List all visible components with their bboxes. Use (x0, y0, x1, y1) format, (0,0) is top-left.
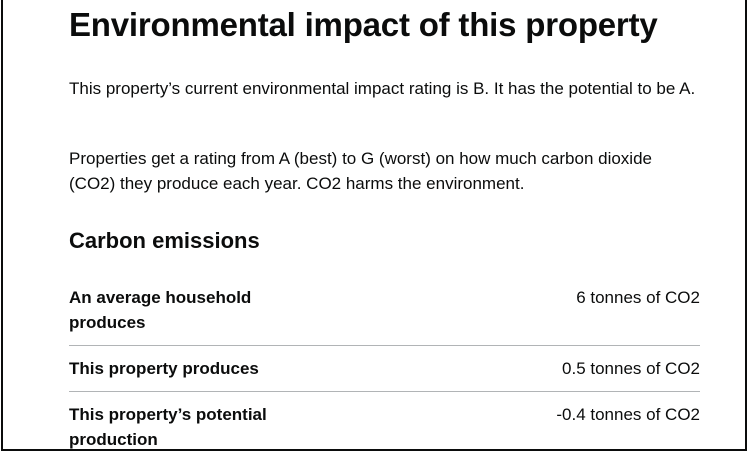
row-value: 6 tonnes of CO2 (299, 275, 700, 346)
carbon-emissions-table: An average household produces 6 tonnes o… (69, 275, 700, 449)
row-value: 0.5 tonnes of CO2 (299, 345, 700, 392)
row-label: This property’s potential production (69, 391, 299, 449)
table-row: This property’s potential production -0.… (69, 391, 700, 449)
table-row: An average household produces 6 tonnes o… (69, 275, 700, 346)
table-row: This property produces 0.5 tonnes of CO2 (69, 345, 700, 392)
row-label: This property produces (69, 345, 299, 392)
row-value: -0.4 tonnes of CO2 (299, 391, 700, 449)
page-title: Environmental impact of this property (69, 6, 658, 43)
rating-summary-text: This property’s current environmental im… (69, 79, 696, 98)
rating-explanation-text: Properties get a rating from A (best) to… (69, 149, 652, 193)
carbon-emissions-heading: Carbon emissions (69, 228, 260, 253)
row-label: An average household produces (69, 275, 299, 346)
